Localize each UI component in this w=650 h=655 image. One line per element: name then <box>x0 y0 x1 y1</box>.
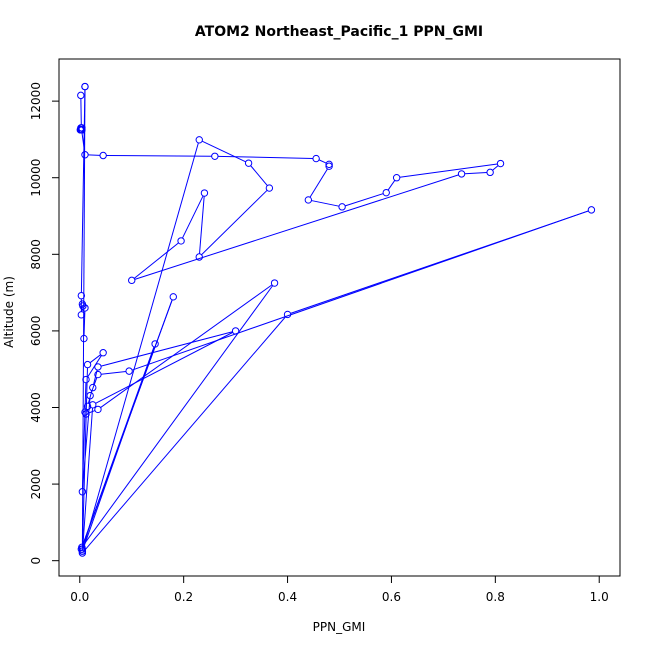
x-tick-label: 0.0 <box>70 590 89 604</box>
y-tick-label: 12000 <box>29 82 43 120</box>
y-tick-label: 0 <box>29 557 43 565</box>
y-tick-label: 8000 <box>29 239 43 270</box>
x-tick-label: 1.0 <box>590 590 609 604</box>
y-axis-label: Altitude (m) <box>2 276 16 348</box>
x-axis-label: PPN_GMI <box>313 620 366 634</box>
chart-title: ATOM2 Northeast_Pacific_1 PPN_GMI <box>195 24 483 40</box>
y-tick-label: 10000 <box>29 159 43 197</box>
x-tick-label: 0.8 <box>486 590 505 604</box>
y-tick-label: 4000 <box>29 392 43 423</box>
y-tick-label: 6000 <box>29 316 43 347</box>
x-tick-label: 0.6 <box>382 590 401 604</box>
x-tick-label: 0.2 <box>174 590 193 604</box>
x-tick-label: 0.4 <box>278 590 297 604</box>
y-tick-label: 2000 <box>29 469 43 500</box>
